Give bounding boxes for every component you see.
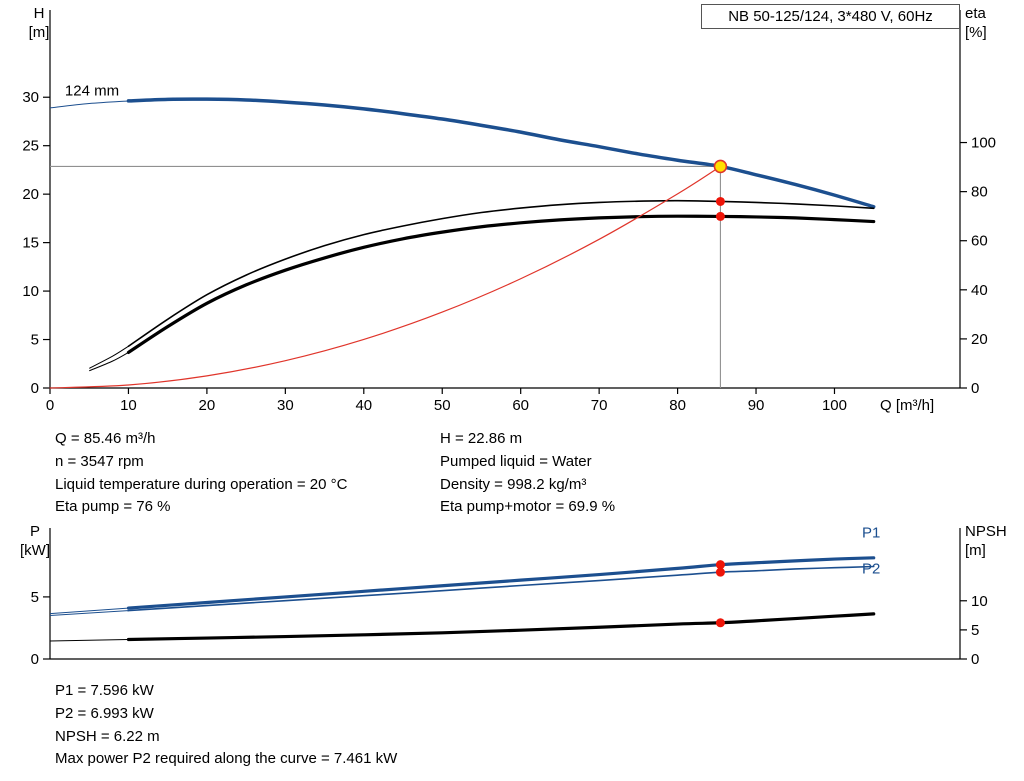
eta-axis-label: eta [%] [965,4,1015,42]
eta-pump-value: Eta pump = 76 % [55,498,171,516]
eta-pump-motor-point [715,211,725,221]
pumped-liquid-value: Pumped liquid = Water [440,452,592,470]
p-axis-label: P [kW] [12,522,58,560]
svg-text:40: 40 [355,397,372,414]
curve-annotation: P1 [862,524,880,541]
flow-value: Q = 85.46 m³/h [55,430,156,447]
density-value: Density = 998.2 kg/m³ [440,475,587,493]
svg-text:20: 20 [199,397,216,414]
svg-text:30: 30 [277,397,294,414]
svg-text:80: 80 [971,184,988,201]
liquid-temperature-value: Liquid temperature during operation = 20… [55,475,348,493]
max-power-value: Max power P2 required along the curve = … [55,750,398,768]
h-axis-letter: H [33,5,45,22]
eta-axis-unit: [%] [965,24,987,41]
svg-text:30: 30 [22,89,39,106]
svg-text:80: 80 [669,397,686,414]
svg-text:5: 5 [971,622,979,639]
p-axis-letter: P [29,523,40,540]
svg-text:15: 15 [22,235,39,252]
speed-value: n = 3547 rpm [55,452,144,470]
eta-pump-motor-value: Eta pump+motor = 69.9 % [440,498,616,516]
svg-text:0: 0 [971,380,979,397]
svg-text:20: 20 [22,186,39,203]
svg-text:100: 100 [822,397,847,414]
svg-text:100: 100 [971,135,996,152]
svg-text:0: 0 [971,651,979,668]
power-data-block: P1 = 7.596 kW P2 = 6.993 kW NPSH = 6.22 … [55,680,397,771]
svg-text:20: 20 [971,331,988,348]
p2-point [715,567,725,577]
q-axis-label: Q [m³/h] [880,397,935,414]
eta-axis-letter: eta [965,5,986,22]
svg-text:0: 0 [31,651,39,668]
svg-text:70: 70 [591,397,608,414]
npsh-value: NPSH = 6.22 m [55,727,160,745]
hq-eta-chart: 0 5 10 15 20 25 30 0 20 40 60 80 100 0 10 20 30 40 50 60 70 8… [22,10,996,414]
svg-text:50: 50 [434,397,451,414]
npsh-axis-label: NPSH [m] [965,522,1023,560]
h-axis-unit: [m] [28,24,50,41]
pump-model-title-box: NB 50-125/124, 3*480 V, 60Hz [701,4,960,29]
p1-point [715,560,725,570]
p-axis-unit: [kW] [20,542,50,559]
npsh-point [715,618,725,628]
p1-value: P1 = 7.596 kW [55,682,154,699]
h-axis-label: H [m] [18,4,60,42]
curve-annotation: P2 [862,560,880,577]
p2-value: P2 = 6.993 kW [55,704,154,722]
svg-text:0: 0 [31,380,39,397]
head-value: H = 22.86 m [440,430,523,447]
svg-text:5: 5 [31,332,39,349]
svg-text:60: 60 [971,233,988,250]
npsh-axis-letter: NPSH [965,523,1007,540]
svg-text:10: 10 [971,593,988,610]
duty-point [713,159,728,174]
svg-text:10: 10 [120,397,137,414]
svg-text:40: 40 [971,282,988,299]
svg-text:60: 60 [512,397,529,414]
operating-data-left: Q = 85.46 m³/h n = 3547 rpm Liquid tempe… [55,428,347,519]
svg-text:0: 0 [46,397,54,414]
svg-text:25: 25 [22,138,39,155]
power-npsh-chart: 0 5 0 5 10 P1 P2 [31,524,988,668]
svg-text:90: 90 [748,397,765,414]
svg-text:10: 10 [22,283,39,300]
svg-text:5: 5 [31,589,39,606]
eta-pump-point [715,196,725,206]
curve-annotation: 124 mm [65,82,119,99]
npsh-axis-unit: [m] [965,542,986,559]
operating-data-right: H = 22.86 m Pumped liquid = Water Densit… [440,428,615,519]
